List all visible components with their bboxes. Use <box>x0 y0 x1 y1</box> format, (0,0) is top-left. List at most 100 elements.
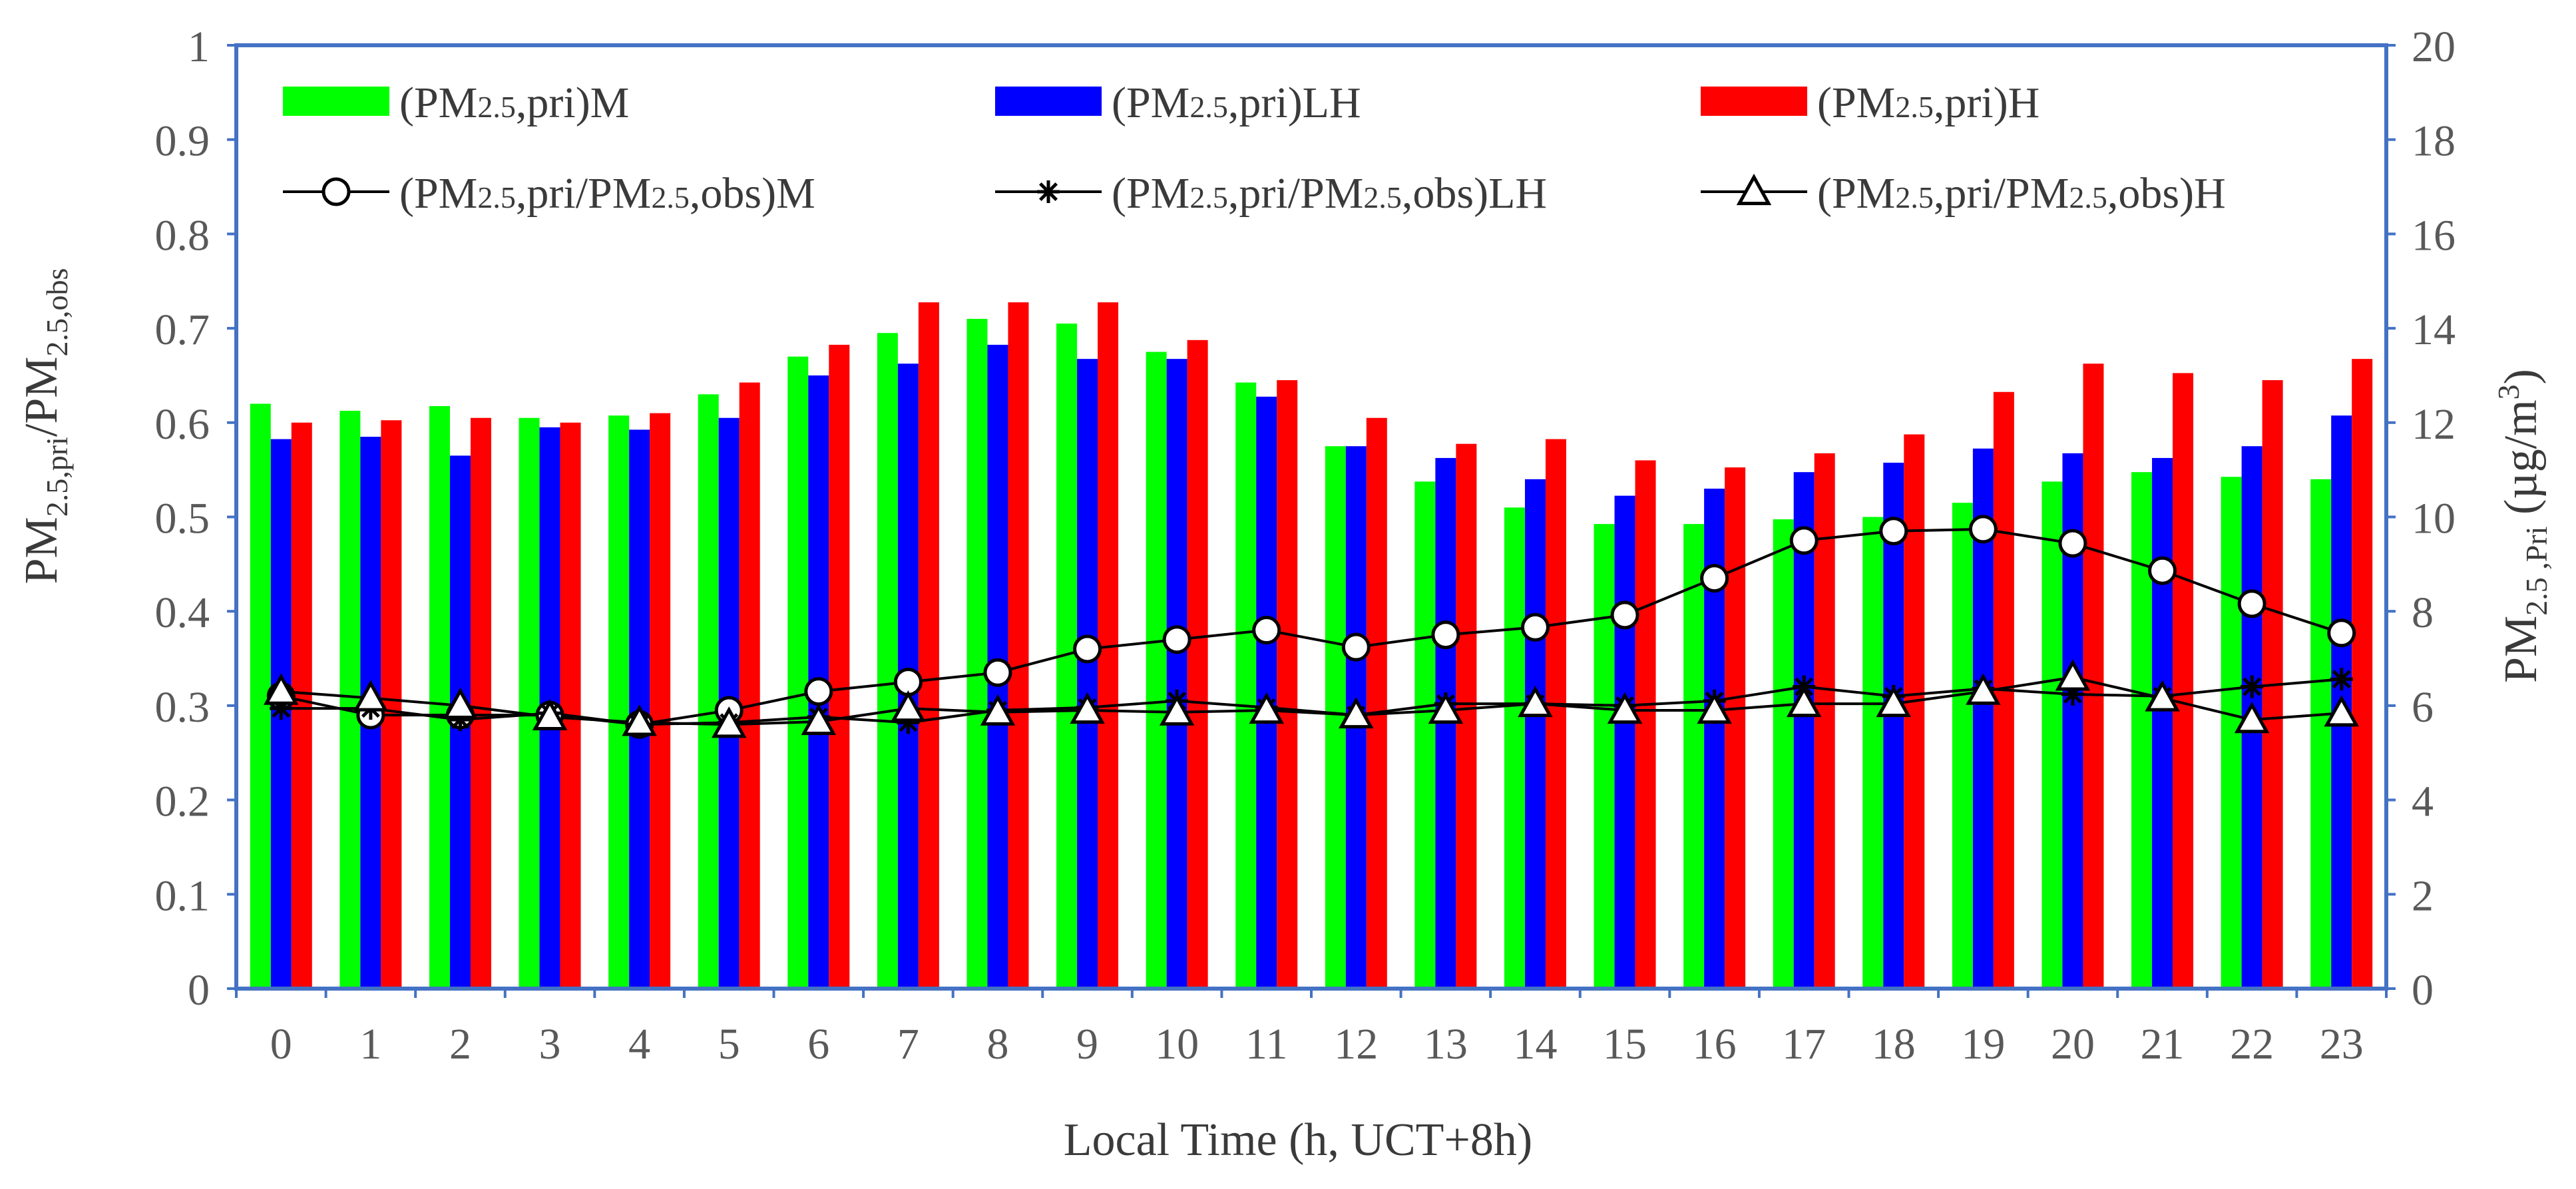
legend-label-line-0: (PM2.5,pri/PM2.5,obs)M <box>399 169 815 218</box>
bar--pm2-5-pri-m-21 <box>2131 472 2152 989</box>
y-left-tick-label: 0 <box>188 966 210 1015</box>
y-right-tick-label: 16 <box>2412 211 2456 260</box>
bar--pm2-5-pri-m-12 <box>1325 446 1346 989</box>
x-tick-label-15: 15 <box>1603 1020 1647 1069</box>
x-tick-label-17: 17 <box>1782 1020 1826 1069</box>
bar--pm2-5-pri-m-1 <box>339 411 360 989</box>
y-left-tick-label: 0.8 <box>155 211 210 260</box>
bar--pm2-5-pri-m-20 <box>2041 481 2062 989</box>
bar--pm2-5-pri-h-16 <box>1725 467 1745 989</box>
bar--pm2-5-pri-m-11 <box>1235 383 1256 989</box>
x-tick-label-3: 3 <box>539 1020 561 1069</box>
y-left-tick-label: 0.1 <box>155 871 210 920</box>
bar--pm2-5-pri-m-17 <box>1773 519 1794 989</box>
bar--pm2-5-pri-m-23 <box>2310 479 2331 989</box>
bar--pm2-5-pri-h-4 <box>650 413 670 989</box>
point--pm2-5-pri-pm2-5-obs-m-6 <box>806 679 831 704</box>
bar--pm2-5-pri-lh-21 <box>2152 458 2173 989</box>
y-left-tick-label: 0.7 <box>155 306 210 354</box>
legend-swatch--pm2-5-pri-m <box>283 87 389 116</box>
bar--pm2-5-pri-lh-16 <box>1704 489 1725 989</box>
legend-marker-circle <box>323 179 349 204</box>
y-right-tick-label: 4 <box>2412 778 2434 826</box>
point--pm2-5-pri-pm2-5-obs-m-11 <box>1254 618 1279 643</box>
x-tick-label-13: 13 <box>1424 1020 1468 1069</box>
bar--pm2-5-pri-lh-9 <box>1077 359 1098 989</box>
bar--pm2-5-pri-h-7 <box>919 302 939 989</box>
x-tick-label-4: 4 <box>628 1020 650 1069</box>
y-left-tick-label: 1 <box>188 23 210 71</box>
x-tick-label-22: 22 <box>2230 1020 2274 1069</box>
bar--pm2-5-pri-h-15 <box>1635 460 1656 989</box>
y-left-tick-label: 0.9 <box>155 117 210 166</box>
bar--pm2-5-pri-h-23 <box>2352 359 2372 989</box>
bar--pm2-5-pri-m-3 <box>519 418 540 989</box>
point--pm2-5-pri-pm2-5-obs-lh-23 <box>2330 668 2353 690</box>
bar--pm2-5-pri-h-10 <box>1187 340 1208 989</box>
bar--pm2-5-pri-m-15 <box>1594 524 1615 989</box>
bar--pm2-5-pri-m-8 <box>966 319 987 989</box>
point--pm2-5-pri-pm2-5-obs-m-19 <box>1970 517 1996 542</box>
x-tick-label-0: 0 <box>270 1020 292 1069</box>
point--pm2-5-pri-pm2-5-obs-m-15 <box>1612 602 1637 628</box>
point--pm2-5-pri-pm2-5-obs-m-23 <box>2329 620 2354 646</box>
bar--pm2-5-pri-m-14 <box>1504 507 1525 989</box>
point--pm2-5-pri-pm2-5-obs-m-14 <box>1522 614 1548 640</box>
x-tick-label-18: 18 <box>1872 1020 1916 1069</box>
x-tick-label-8: 8 <box>986 1020 1008 1069</box>
x-axis-title: Local Time (h, UCT+8h) <box>1064 1114 1532 1166</box>
y-right-tick-label: 14 <box>2412 306 2456 354</box>
x-tick-label-7: 7 <box>897 1020 919 1069</box>
y-right-tick-label: 2 <box>2412 871 2434 920</box>
legend-swatch--pm2-5-pri-lh <box>995 87 1102 116</box>
point--pm2-5-pri-pm2-5-obs-m-17 <box>1791 528 1817 553</box>
x-tick-label-21: 21 <box>2141 1020 2185 1069</box>
x-tick-label-12: 12 <box>1334 1020 1378 1069</box>
x-tick-label-14: 14 <box>1513 1020 1557 1069</box>
y-right-tick-label: 12 <box>2412 400 2456 449</box>
bar--pm2-5-pri-m-10 <box>1146 352 1167 989</box>
x-tick-label-10: 10 <box>1155 1020 1199 1069</box>
x-tick-label-6: 6 <box>807 1020 829 1069</box>
y-left-tick-label: 0.4 <box>155 589 210 637</box>
point--pm2-5-pri-pm2-5-obs-m-18 <box>1881 519 1906 544</box>
x-tick-label-1: 1 <box>359 1020 381 1069</box>
point--pm2-5-pri-pm2-5-obs-m-10 <box>1164 627 1189 652</box>
bar--pm2-5-pri-h-20 <box>2083 363 2103 989</box>
point--pm2-5-pri-pm2-5-obs-m-22 <box>2239 591 2264 616</box>
y-left-tick-label: 0.2 <box>155 778 210 826</box>
legend-marker-star <box>1037 180 1060 203</box>
bar--pm2-5-pri-m-2 <box>429 406 450 989</box>
y-left-tick-label: 0.5 <box>155 495 210 543</box>
bar--pm2-5-pri-h-17 <box>1815 453 1835 989</box>
bar--pm2-5-pri-m-4 <box>608 415 629 989</box>
bar--pm2-5-pri-h-2 <box>471 418 491 989</box>
point--pm2-5-pri-pm2-5-obs-m-16 <box>1702 566 1727 591</box>
x-tick-label-11: 11 <box>1245 1020 1288 1069</box>
x-tick-label-19: 19 <box>1961 1020 2005 1069</box>
bar--pm2-5-pri-h-5 <box>740 383 760 989</box>
x-tick-label-5: 5 <box>718 1020 740 1069</box>
chart: 00.10.20.30.40.50.60.70.80.9102468101214… <box>0 0 2576 1189</box>
y-axis-right-title: PM2.5 ,Pri (µg/m3) <box>2491 369 2553 683</box>
point--pm2-5-pri-pm2-5-obs-lh-22 <box>2241 676 2263 698</box>
bar--pm2-5-pri-h-12 <box>1367 418 1387 989</box>
bar--pm2-5-pri-h-3 <box>560 423 581 989</box>
point--pm2-5-pri-pm2-5-obs-m-9 <box>1075 636 1100 662</box>
point--pm2-5-pri-pm2-5-obs-m-12 <box>1343 634 1369 660</box>
x-tick-label-16: 16 <box>1693 1020 1737 1069</box>
point--pm2-5-pri-pm2-5-obs-m-8 <box>985 660 1010 685</box>
bar--pm2-5-pri-h-0 <box>292 423 312 989</box>
bar--pm2-5-pri-m-18 <box>1862 517 1883 989</box>
y-right-tick-label: 0 <box>2412 966 2434 1015</box>
bar--pm2-5-pri-m-6 <box>787 357 808 989</box>
legend-label-bar-1: (PM2.5,pri)LH <box>1112 79 1361 127</box>
bar--pm2-5-pri-m-7 <box>877 333 898 989</box>
bar--pm2-5-pri-h-13 <box>1456 444 1476 989</box>
point--pm2-5-pri-pm2-5-obs-m-21 <box>2150 558 2175 583</box>
bar--pm2-5-pri-lh-10 <box>1167 359 1187 989</box>
bar--pm2-5-pri-h-6 <box>829 345 849 989</box>
bar--pm2-5-pri-lh-14 <box>1525 479 1546 989</box>
bar--pm2-5-pri-m-16 <box>1683 524 1704 989</box>
bar--pm2-5-pri-m-5 <box>698 394 719 989</box>
